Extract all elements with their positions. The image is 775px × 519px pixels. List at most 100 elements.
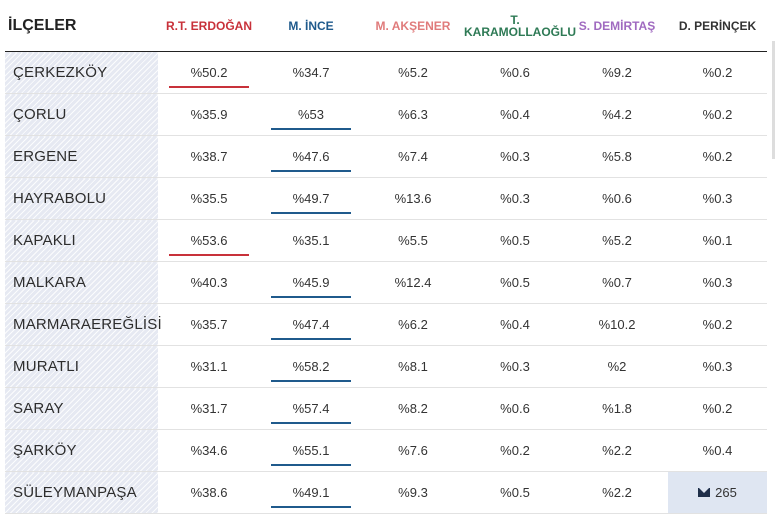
district-name: ÇORLU (5, 93, 158, 136)
vote-cell: %35.7 (158, 303, 260, 346)
vote-percentage: %9.3 (398, 485, 428, 500)
vote-cell: %0.5 (464, 471, 566, 514)
vote-percentage: %2.2 (602, 443, 632, 458)
district-header: İLÇELER (5, 0, 158, 52)
candidate-header: M. AKŞENER (362, 0, 464, 52)
vote-percentage: %50.2 (190, 65, 228, 80)
vote-cell: %4.2 (566, 93, 668, 136)
vote-percentage: %0.3 (702, 191, 733, 206)
vote-percentage: %35.1 (292, 233, 330, 248)
vote-percentage: %57.4 (292, 401, 330, 416)
vote-percentage: %0.6 (602, 191, 632, 206)
district-name: ÇERKEZKÖY (5, 51, 158, 94)
scrollbar[interactable] (772, 41, 775, 159)
vote-percentage: %7.6 (398, 443, 428, 458)
vote-cell: %35.1 (260, 219, 362, 262)
table-row: ÇORLU %35.9 %53 %6.3 %0.4 %4.2 %0.2 (5, 93, 767, 136)
vote-percentage: %9.2 (602, 65, 632, 80)
vote-percentage: %35.9 (190, 107, 228, 122)
vote-percentage: %4.2 (602, 107, 632, 122)
table-row: HAYRABOLU %35.5 %49.7 %13.6 %0.3 %0.6 %0.3 (5, 177, 767, 220)
vote-cell: %10.2 (566, 303, 668, 346)
vote-cell: %50.2 (158, 51, 260, 94)
vote-percentage: %2.2 (602, 485, 632, 500)
vote-cell: %0.6 (464, 387, 566, 430)
vote-percentage: %47.4 (292, 317, 330, 332)
vote-cell: %5.5 (362, 219, 464, 262)
vote-cell: %38.6 (158, 471, 260, 514)
table-row: MALKARA %40.3 %45.9 %12.4 %0.5 %0.7 %0.3 (5, 261, 767, 304)
vote-percentage: %13.6 (394, 191, 432, 206)
table-row: MARMARAEREĞLİSİ %35.7 %47.4 %6.2 %0.4 %10.2 %0… (5, 303, 767, 346)
vote-percentage: %5.2 (398, 65, 428, 80)
vote-cell: %0.3 (464, 177, 566, 220)
vote-percentage: %0.3 (702, 275, 733, 290)
vote-cell: %7.4 (362, 135, 464, 178)
vote-cell: %0.4 (464, 93, 566, 136)
vote-cell: %7.6 (362, 429, 464, 472)
vote-percentage: %1.8 (602, 401, 632, 416)
vote-percentage: %5.2 (602, 233, 632, 248)
vote-cell: %0.4 (668, 429, 767, 472)
vote-percentage: %0.2 (702, 65, 733, 80)
winner-underline (271, 422, 351, 424)
header-row: İLÇELER R.T. ERDOĞAN M. İNCE M. AKŞENER … (5, 0, 767, 52)
vote-cell: %0.5 (464, 261, 566, 304)
vote-cell: %5.2 (566, 219, 668, 262)
vote-percentage: %0.2 (702, 317, 733, 332)
winner-underline (271, 212, 351, 214)
vote-percentage: %0.2 (702, 107, 733, 122)
vote-cell: %34.6 (158, 429, 260, 472)
vote-cell: %8.2 (362, 387, 464, 430)
vote-cell: %0.6 (464, 51, 566, 94)
winner-underline (169, 86, 249, 88)
vote-percentage: %35.7 (190, 317, 228, 332)
vote-percentage: %53 (297, 107, 325, 122)
vote-cell: %9.3 (362, 471, 464, 514)
vote-percentage: %58.2 (292, 359, 330, 374)
candidate-header: M. İNCE (260, 0, 362, 52)
district-name: KAPAKLI (5, 219, 158, 262)
vote-cell: %13.6 (362, 177, 464, 220)
candidate-header: S. DEMİRTAŞ (566, 0, 668, 52)
vote-cell: %47.4 (260, 303, 362, 346)
vote-cell: %0.2 (668, 135, 767, 178)
winner-underline (271, 464, 351, 466)
district-name: MALKARA (5, 261, 158, 304)
vote-percentage: %0.2 (500, 443, 530, 458)
vote-percentage: %0.7 (602, 275, 632, 290)
vote-cell: %0.3 (668, 261, 767, 304)
vote-percentage: %0.3 (702, 359, 733, 374)
vote-percentage: %0.6 (500, 65, 530, 80)
vote-percentage: %55.1 (292, 443, 330, 458)
vote-cell: %0.3 (668, 345, 767, 388)
vote-cell: %1.8 (566, 387, 668, 430)
winner-underline (271, 338, 351, 340)
vote-percentage: %38.6 (190, 485, 228, 500)
vote-cell: %55.1 (260, 429, 362, 472)
vote-cell: %53.6 (158, 219, 260, 262)
vote-cell: %6.3 (362, 93, 464, 136)
vote-percentage: %0.3 (500, 359, 530, 374)
table-row: ÇERKEZKÖY %50.2 %34.7 %5.2 %0.6 %9.2 %0.2 (5, 51, 767, 94)
vote-cell: %0.2 (668, 51, 767, 94)
vote-percentage: %8.2 (398, 401, 428, 416)
district-name: MARMARAEREĞLİSİ (5, 303, 162, 346)
vote-percentage: %31.1 (190, 359, 228, 374)
district-name: HAYRABOLU (5, 177, 158, 220)
table-row: SÜLEYMANPAŞA %38.6 %49.1 %9.3 %0.5 %2.2 265 (5, 471, 767, 514)
vote-percentage: %0.2 (702, 149, 733, 164)
vote-percentage: %5.5 (398, 233, 428, 248)
vote-cell: %8.1 (362, 345, 464, 388)
vote-percentage: %45.9 (292, 275, 330, 290)
vote-cell: %2.2 (566, 429, 668, 472)
vote-cell: %0.2 (464, 429, 566, 472)
vote-percentage: %0.5 (500, 485, 530, 500)
table-row: MURATLI %31.1 %58.2 %8.1 %0.3 %2 %0.3 (5, 345, 767, 388)
vote-cell: %35.9 (158, 93, 260, 136)
message-count-cell[interactable]: 265 (668, 471, 767, 514)
vote-percentage: %0.4 (500, 107, 530, 122)
vote-cell: %58.2 (260, 345, 362, 388)
vote-percentage: %34.7 (292, 65, 330, 80)
vote-percentage: %53.6 (190, 233, 228, 248)
